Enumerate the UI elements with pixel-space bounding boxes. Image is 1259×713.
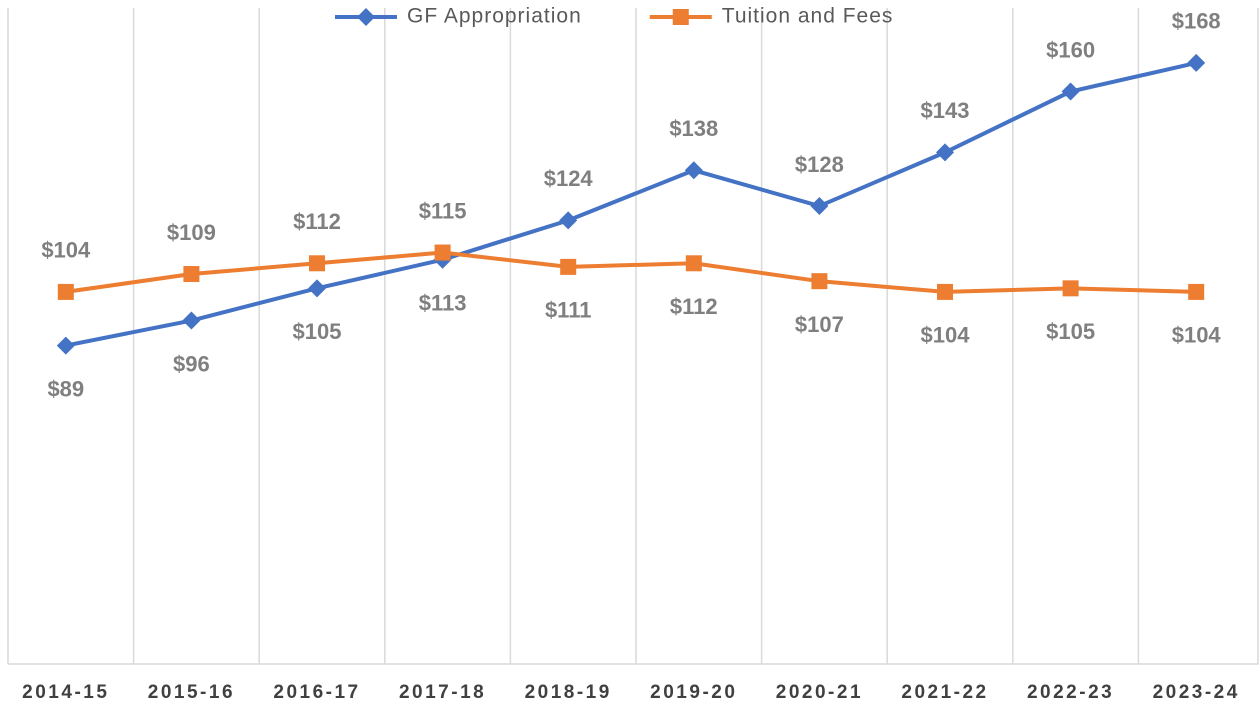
point xyxy=(811,273,828,290)
x-tick-label: 2018-19 xyxy=(525,682,612,703)
x-tick-label: 2022-23 xyxy=(1027,682,1114,703)
data-label: $112 xyxy=(670,294,718,319)
point xyxy=(309,255,325,272)
point xyxy=(57,283,74,300)
point xyxy=(936,143,954,162)
x-tick-label: 2014-15 xyxy=(22,682,109,703)
data-label: $109 xyxy=(167,220,216,245)
data-label: $115 xyxy=(419,198,467,223)
data-label: $168 xyxy=(1172,9,1221,34)
data-label: $138 xyxy=(669,116,718,141)
data-label: $143 xyxy=(921,98,970,123)
data-label: $107 xyxy=(795,312,844,337)
x-tick-label: 2017-18 xyxy=(399,682,486,703)
data-label: $160 xyxy=(1046,37,1095,62)
point xyxy=(810,197,829,216)
x-tick-label: 2019-20 xyxy=(650,682,737,703)
data-label: $104 xyxy=(1172,323,1222,348)
data-label: $105 xyxy=(1046,319,1095,344)
legend-marker xyxy=(357,8,375,26)
legend-marker xyxy=(672,9,689,25)
x-tick-label: 2015-16 xyxy=(148,682,235,703)
series-line xyxy=(65,250,1197,294)
data-label: $128 xyxy=(795,152,844,177)
data-label: $96 xyxy=(173,351,210,376)
point xyxy=(183,266,200,283)
point xyxy=(1188,283,1205,300)
data-label: $112 xyxy=(293,209,341,234)
data-label: $89 xyxy=(47,376,84,401)
point xyxy=(308,279,326,298)
point xyxy=(1187,53,1206,72)
data-label: $104 xyxy=(921,323,971,348)
point xyxy=(560,258,577,275)
point xyxy=(434,244,451,261)
point xyxy=(182,311,201,330)
point xyxy=(1061,82,1080,101)
x-tick-label: 2020-21 xyxy=(776,682,863,703)
data-label: $104 xyxy=(41,238,91,263)
point xyxy=(559,211,578,230)
data-label: $124 xyxy=(544,166,594,191)
point xyxy=(1062,280,1079,297)
series-line xyxy=(65,60,1197,348)
point xyxy=(684,161,703,180)
data-label: $111 xyxy=(545,298,592,323)
point xyxy=(56,336,75,355)
legend-label: GF Appropriation xyxy=(407,5,582,28)
x-tick-label: 2023-24 xyxy=(1153,682,1240,703)
data-label: $105 xyxy=(293,319,342,344)
data-label: $113 xyxy=(419,291,467,316)
legend-label: Tuition and Fees xyxy=(722,5,894,28)
point xyxy=(685,255,702,272)
point xyxy=(937,283,953,300)
x-tick-label: 2021-22 xyxy=(901,682,988,703)
x-tick-label: 2016-17 xyxy=(273,682,360,703)
